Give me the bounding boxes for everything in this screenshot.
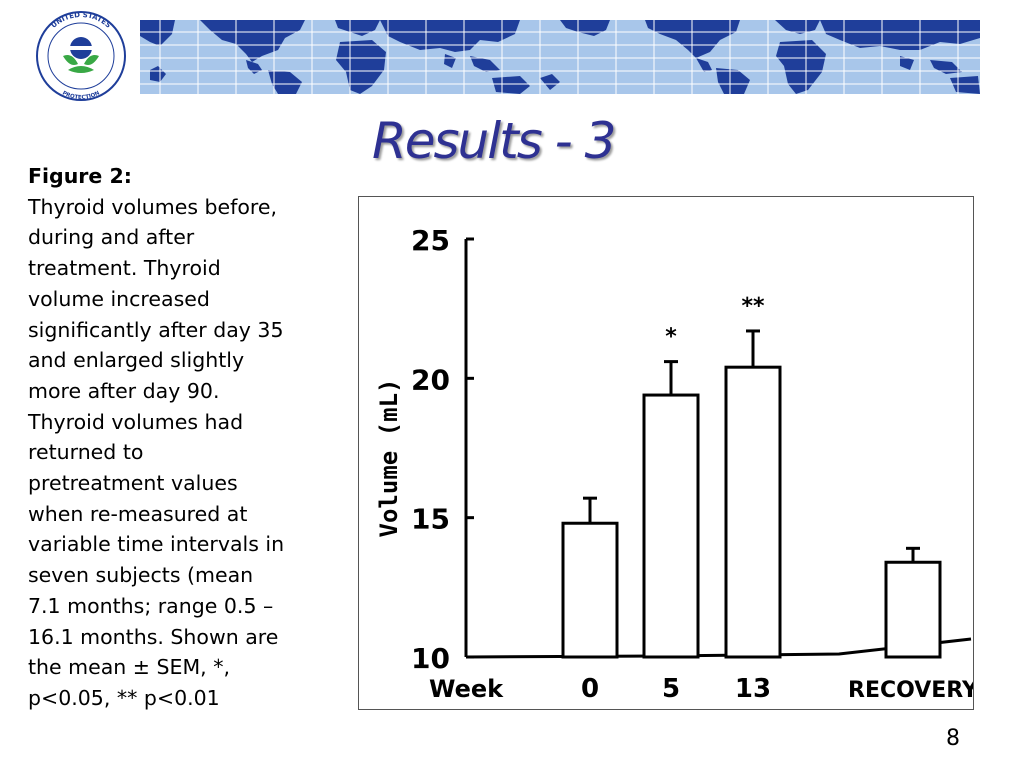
caption-line: returned to [28,440,144,465]
y-tick-label: 25 [411,224,450,257]
slide-number: 8 [946,726,960,751]
bar-chart: Volume (mL) Week 10 15 20 25 0 * 5 ** 13 RECOVERY [375,224,979,704]
caption-line: variable time intervals in [28,532,285,557]
caption-line: more after day 90. [28,378,220,403]
caption-line: seven subjects (mean [28,563,254,588]
x-tick-label: 5 [662,674,680,704]
caption-line: when re-measured at [28,501,248,526]
x-tick-label: 13 [735,674,771,704]
bar [561,521,619,659]
caption-line: p<0.05, ** p<0.01 [28,685,220,710]
epa-flower-icon [63,37,99,73]
y-axis-label: Volume (mL) [375,379,403,538]
x-tick-label: RECOVERY [848,678,973,703]
bar [642,393,700,659]
x-axis-label: Week [429,675,504,703]
chart-frame: Volume (mL) Week 10 15 20 25 0 * 5 ** 13 RECOVERY [358,196,979,710]
y-tick-label: 20 [411,363,450,396]
y-tick-label: 15 [411,503,450,536]
logo-text-bottom: PROTECTION [61,90,101,101]
caption-line: 7.1 months; range 0.5 – [28,593,274,618]
caption-heading: Figure 2: [28,164,132,188]
caption-line: the mean ± SEM, *, [28,655,230,680]
significance-marker: * [665,325,677,350]
bar [884,560,942,659]
y-tick-label: 10 [411,642,450,675]
caption-line: volume increased [28,286,210,311]
significance-marker: ** [741,294,765,319]
caption-line: Thyroid volumes had [28,409,244,434]
caption-line: pretreatment values [28,471,238,496]
map-grid [140,20,980,94]
caption-line: significantly after day 35 [28,317,284,342]
epa-logo: UNITED STATES PROTECTION [22,10,140,102]
bar [724,365,782,659]
caption-line: treatment. Thyroid [28,256,221,281]
caption-line: and enlarged slightly [28,348,245,373]
x-tick-label: 0 [581,674,599,704]
caption-line: Thyroid volumes before, [28,194,278,219]
caption-line: during and after [28,225,195,250]
header-banner [140,20,980,94]
slide-title: Results - 3 [372,112,616,170]
caption-line: 16.1 months. Shown are [28,624,279,649]
figure-caption: Figure 2: Thyroid volumes before, during… [28,161,328,714]
